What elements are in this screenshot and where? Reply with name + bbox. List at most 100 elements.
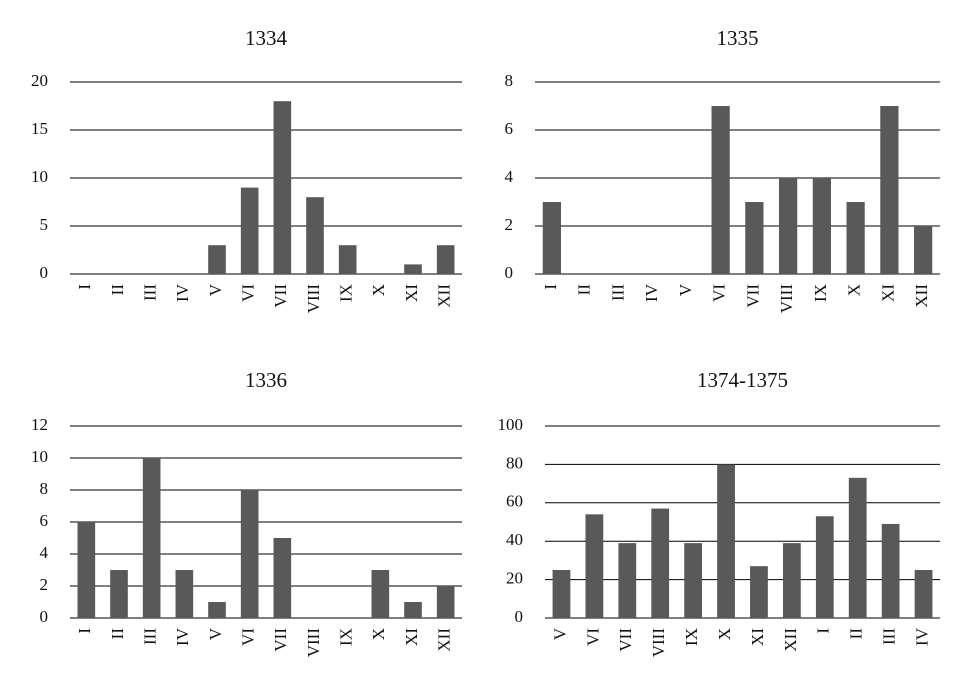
x-tick-label: XI [878, 284, 897, 302]
x-tick-label: V [550, 627, 569, 640]
y-tick-label: 5 [40, 215, 49, 234]
x-tick-label: III [141, 628, 160, 645]
x-tick-label: VI [239, 284, 258, 302]
x-tick-label: XI [402, 284, 421, 302]
bar [273, 538, 292, 618]
bar [338, 245, 357, 274]
bar [240, 187, 259, 274]
y-tick-label: 100 [498, 415, 524, 434]
y-tick-label: 0 [40, 263, 49, 282]
bar [306, 197, 324, 274]
x-tick-label: VIII [777, 284, 796, 314]
y-tick-label: 2 [505, 215, 514, 234]
x-tick-label: III [880, 628, 899, 645]
bar [651, 508, 670, 618]
x-tick-label: I [541, 284, 560, 290]
bar [779, 178, 798, 274]
x-tick-label: VII [271, 628, 290, 652]
y-tick-label: 4 [505, 167, 514, 186]
bar [881, 523, 900, 618]
y-tick-label: 12 [31, 415, 48, 434]
bar [240, 490, 259, 618]
bar [436, 245, 455, 274]
x-tick-label: IV [912, 627, 931, 646]
bar [815, 516, 834, 618]
x-tick-label: VI [583, 628, 602, 646]
x-tick-label: VI [239, 628, 258, 646]
x-tick-label: IX [337, 628, 356, 646]
x-tick-label: V [206, 627, 225, 640]
x-tick-label: V [206, 283, 225, 296]
x-tick-label: XII [435, 284, 454, 308]
bar [750, 566, 768, 618]
x-tick-label: IV [173, 627, 192, 646]
x-tick-label: XI [748, 628, 767, 646]
y-tick-label: 60 [506, 492, 523, 511]
x-tick-label: I [814, 628, 833, 634]
x-tick-label: VIII [304, 628, 323, 658]
x-tick-label: VII [743, 284, 762, 308]
x-tick-label: II [847, 628, 866, 640]
bar [717, 464, 735, 618]
bar [711, 106, 730, 274]
y-tick-label: 10 [31, 447, 48, 466]
y-tick-label: 4 [40, 543, 49, 562]
x-tick-label: VII [616, 628, 635, 652]
y-tick-label: 0 [515, 607, 524, 626]
bar [585, 514, 604, 618]
x-tick-label: I [75, 284, 94, 290]
y-tick-label: 2 [40, 575, 49, 594]
y-tick-label: 80 [506, 453, 523, 472]
bar [404, 602, 422, 618]
y-tick-label: 6 [40, 511, 49, 530]
bar [618, 543, 637, 618]
bar [371, 570, 390, 618]
bar [77, 522, 96, 618]
bar [782, 543, 801, 618]
y-tick-label: 20 [31, 71, 48, 90]
x-tick-label: VIII [649, 628, 668, 658]
bar [208, 602, 226, 618]
x-tick-label: III [141, 284, 160, 301]
bar [552, 570, 571, 618]
y-tick-label: 0 [40, 607, 49, 626]
x-tick-label: II [108, 284, 127, 296]
x-tick-label: III [608, 284, 627, 301]
bar [404, 264, 422, 274]
x-tick-label: IX [811, 284, 830, 302]
x-tick-label: XII [435, 628, 454, 652]
bar [812, 178, 831, 274]
x-tick-label: XII [781, 628, 800, 652]
x-tick-label: X [369, 628, 388, 640]
y-tick-label: 40 [506, 530, 523, 549]
y-tick-label: 20 [506, 569, 523, 588]
chart-title: 1336 [245, 368, 287, 392]
x-tick-label: IX [337, 284, 356, 302]
bar [142, 458, 161, 618]
bar [880, 106, 899, 274]
x-tick-label: VI [710, 284, 729, 302]
x-tick-label: XII [912, 284, 931, 308]
chart-title: 1335 [717, 26, 759, 50]
chart-title: 1374-1375 [697, 368, 788, 392]
x-tick-label: VII [271, 284, 290, 308]
x-tick-label: II [108, 628, 127, 640]
x-tick-label: X [715, 628, 734, 640]
y-tick-label: 15 [31, 119, 48, 138]
x-tick-label: II [575, 284, 594, 296]
x-tick-label: IX [682, 628, 701, 646]
y-tick-label: 6 [505, 119, 514, 138]
x-tick-label: IV [173, 283, 192, 302]
y-tick-label: 8 [505, 71, 514, 90]
bar [914, 226, 933, 274]
bar [684, 543, 703, 618]
bar [542, 202, 561, 274]
y-tick-label: 10 [31, 167, 48, 186]
bar [436, 586, 455, 618]
x-tick-label: X [369, 284, 388, 296]
bar [745, 202, 764, 274]
x-tick-label: V [676, 283, 695, 296]
x-tick-label: I [75, 628, 94, 634]
x-tick-label: X [845, 284, 864, 296]
